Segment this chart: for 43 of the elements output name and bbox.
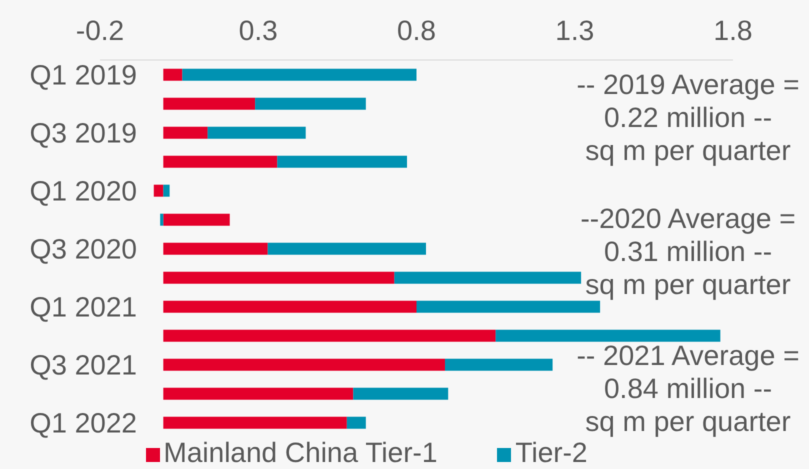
- bar: [160, 214, 164, 226]
- bar: [346, 416, 366, 429]
- y-tick-label: Q1 2020: [30, 175, 137, 206]
- x-tick-label: 0.8: [397, 15, 436, 46]
- y-tick-label: Q3 2019: [30, 117, 137, 148]
- y-tick-label: Q1 2019: [30, 59, 137, 90]
- bar: [353, 388, 448, 400]
- bar: [277, 156, 408, 168]
- bar: [163, 68, 182, 81]
- bar: [163, 242, 268, 255]
- bar: [208, 126, 306, 139]
- bar: [444, 358, 553, 371]
- bar: [416, 300, 600, 313]
- y-tick-label: Q1 2022: [30, 407, 137, 438]
- bar: [268, 242, 426, 255]
- y-tick-label: Q1 2021: [30, 291, 137, 322]
- annotation: -- 2021 Average = 0.84 million -- sq m per quarter: [576, 339, 800, 438]
- annotation: --2020 Average = 0.31 million -- sq m per quarter: [579, 202, 797, 301]
- y-tick-label: Q3 2021: [30, 349, 137, 380]
- bar: [163, 416, 347, 429]
- bar: [163, 358, 445, 371]
- bar: [182, 68, 416, 81]
- bar: [163, 126, 208, 139]
- x-tick-label: 1.3: [555, 15, 594, 46]
- legend-label: Tier-2: [515, 437, 588, 468]
- y-tick-label: Q3 2020: [30, 233, 137, 264]
- x-tick-label: -0.2: [76, 15, 124, 46]
- x-tick-label: 0.3: [238, 15, 278, 46]
- annotation: -- 2019 Average = 0.22 million -- sq m per quarter: [576, 68, 800, 167]
- bar: [154, 184, 164, 197]
- x-tick-label: 1.8: [714, 15, 752, 46]
- bar: [255, 98, 366, 110]
- bar: [163, 300, 416, 313]
- bar: [163, 184, 170, 197]
- bar: [163, 156, 278, 168]
- bar: [163, 98, 256, 110]
- bar: [163, 214, 230, 226]
- bar: [163, 330, 496, 342]
- bar: [163, 272, 394, 284]
- bar: [163, 388, 354, 400]
- legend-label: Mainland China Tier-1: [164, 437, 438, 468]
- bar: [394, 272, 582, 284]
- bar: [496, 330, 720, 342]
